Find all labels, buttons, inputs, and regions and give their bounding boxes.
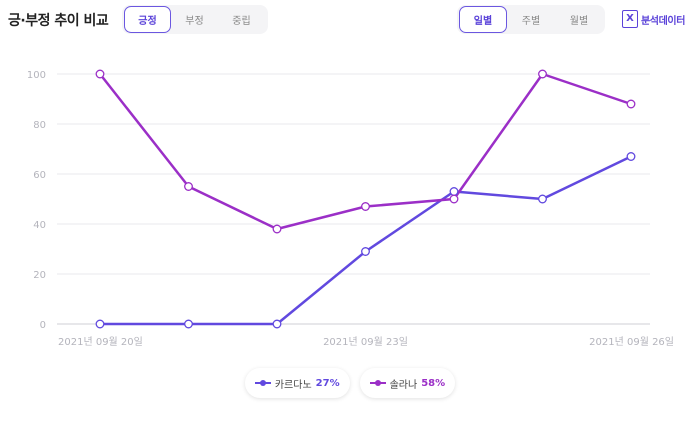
chart-title: 긍·부정 추이 비교 (8, 13, 109, 29)
chart-legend: 카르다노 27% 솔라나 58% (0, 368, 700, 398)
tab-daily[interactable]: 일별 (459, 6, 507, 33)
tab-positive[interactable]: 긍정 (124, 6, 171, 33)
y-tick-label: 60 (33, 170, 46, 181)
data-point (449, 187, 459, 196)
data-point (626, 152, 636, 161)
y-tick-label: 80 (33, 120, 46, 131)
x-tick-label: 2021년 09월 26일 (589, 336, 674, 348)
legend-label-cardano: 카르다노 (274, 379, 312, 391)
export-data-button[interactable]: X 분석데이터 (622, 10, 685, 28)
data-point (449, 194, 459, 204)
data-point (184, 182, 193, 191)
legend-item-cardano[interactable]: 카르다노 27% (244, 368, 350, 398)
legend-percent-solana: 58% (421, 377, 446, 389)
data-point (272, 319, 282, 329)
tab-weekly[interactable]: 주별 (521, 16, 541, 27)
legend-marker-cardano (254, 378, 271, 388)
legend-label-solana: 솔라나 (389, 379, 418, 391)
sentiment-tab-group: 긍정 부정 중립 (122, 5, 268, 34)
period-tab-group: 일별 주별 월별 (457, 5, 605, 34)
x-tick-label: 2021년 09월 20일 (58, 336, 143, 348)
y-tick-label: 40 (33, 220, 46, 231)
data-point (361, 202, 370, 211)
tab-negative[interactable]: 부정 (185, 16, 204, 27)
excel-icon: X (622, 10, 638, 28)
data-point (361, 247, 370, 256)
series-line-1 (100, 155, 632, 326)
tab-monthly[interactable]: 월별 (569, 16, 589, 27)
data-point (184, 319, 193, 329)
line-chart: 0 20 40 60 80 100 2021년 09월 20일 2021년 09월 23일 20… (27, 69, 674, 348)
tab-neutral[interactable]: 중립 (232, 16, 251, 27)
legend-item-solana[interactable]: 솔라나 58% (359, 368, 456, 398)
data-point (626, 99, 636, 109)
x-tick-label: 2021년 09월 23일 (323, 336, 408, 348)
data-point (95, 69, 105, 79)
data-point (538, 69, 547, 79)
data-point (95, 319, 105, 329)
legend-marker-solana (369, 378, 386, 388)
data-point (538, 194, 547, 204)
y-tick-label: 0 (40, 320, 46, 331)
y-tick-label: 100 (27, 70, 46, 81)
y-tick-label: 20 (33, 270, 46, 281)
export-data-label: 분석데이터 (641, 15, 686, 27)
data-point (272, 224, 282, 234)
legend-percent-cardano: 27% (315, 377, 340, 389)
